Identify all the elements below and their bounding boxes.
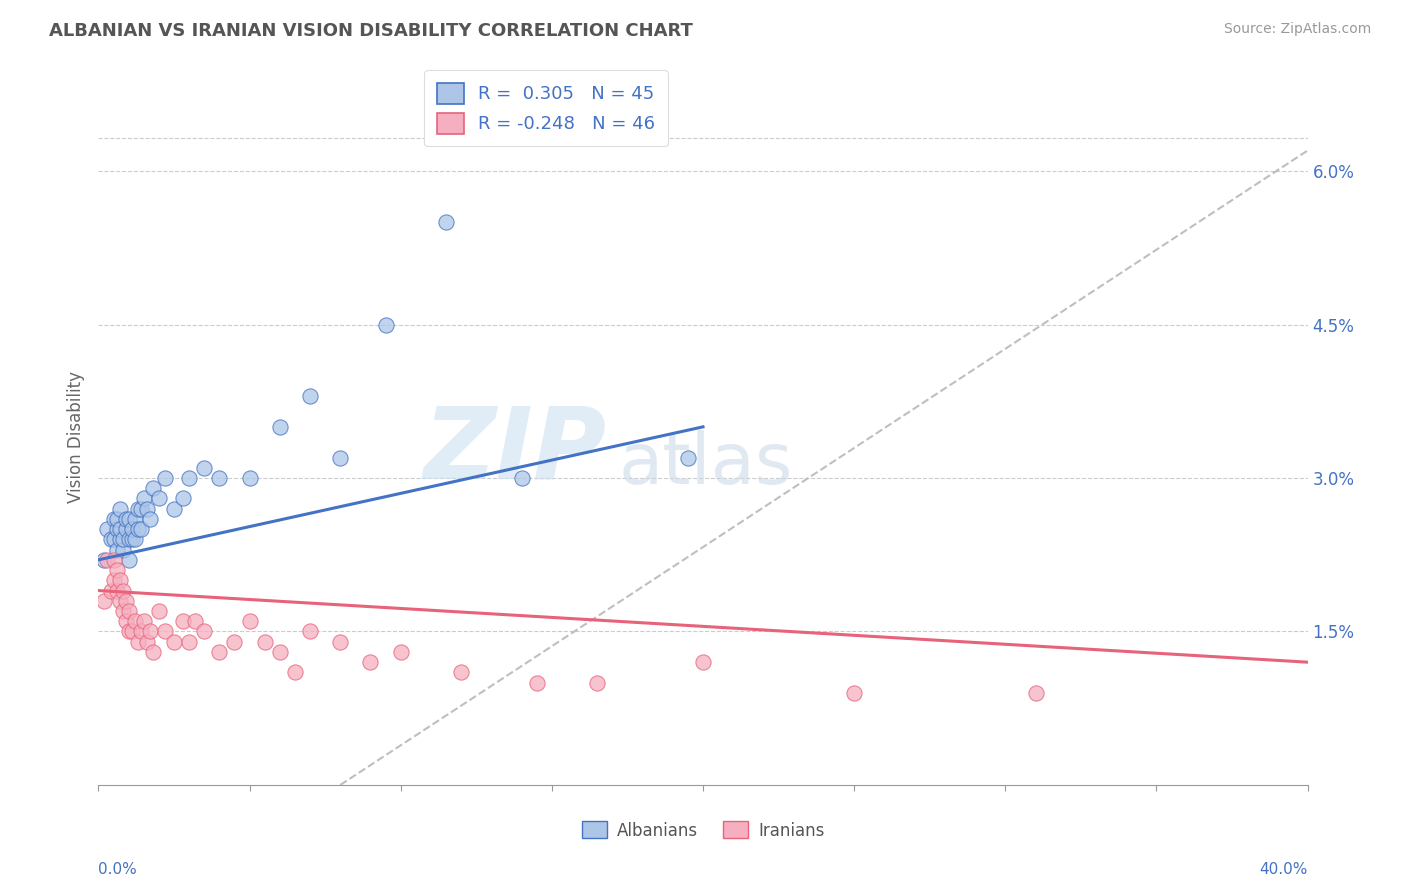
Legend: Albanians, Iranians: Albanians, Iranians [575,814,831,847]
Point [299,624,322,639]
Point [329,634,352,648]
Point [118,624,141,639]
Point [105,522,128,536]
Point [93,594,115,608]
Point [269,645,291,659]
Point [139,512,162,526]
Point [269,420,291,434]
Point [103,553,125,567]
Point [676,450,699,465]
Point [121,624,143,639]
Point [105,512,128,526]
Point [510,471,533,485]
Y-axis label: Vision Disability: Vision Disability [66,371,84,503]
Point [526,675,548,690]
Point [108,501,131,516]
Point [121,533,143,547]
Point [172,614,194,628]
Point [118,512,141,526]
Text: 0.0%: 0.0% [98,862,138,877]
Point [114,512,136,526]
Point [208,645,231,659]
Point [172,491,194,506]
Point [105,583,128,598]
Point [193,460,215,475]
Point [184,614,207,628]
Point [586,675,609,690]
Point [374,318,396,332]
Point [450,665,472,680]
Point [208,471,231,485]
Point [100,533,122,547]
Point [129,522,152,536]
Point [132,491,155,506]
Point [239,614,262,628]
Point [253,634,276,648]
Point [329,450,352,465]
Point [124,533,146,547]
Point [153,624,176,639]
Point [93,553,115,567]
Text: atlas: atlas [619,431,793,500]
Point [127,634,149,648]
Point [148,604,170,618]
Point [224,634,246,648]
Point [118,553,141,567]
Point [118,533,141,547]
Point [100,583,122,598]
Point [132,614,155,628]
Point [114,594,136,608]
Point [844,686,866,700]
Text: 40.0%: 40.0% [1260,862,1308,877]
Text: ALBANIAN VS IRANIAN VISION DISABILITY CORRELATION CHART: ALBANIAN VS IRANIAN VISION DISABILITY CO… [49,22,693,40]
Point [389,645,412,659]
Point [135,634,157,648]
Point [108,533,131,547]
Point [127,501,149,516]
Point [111,533,134,547]
Point [96,522,118,536]
Point [129,624,152,639]
Point [127,522,149,536]
Point [103,512,125,526]
Point [111,583,134,598]
Point [135,501,157,516]
Point [139,624,162,639]
Point [692,655,714,669]
Point [121,522,143,536]
Text: ZIP: ZIP [423,402,606,500]
Point [142,481,165,495]
Point [124,512,146,526]
Point [111,542,134,557]
Point [111,604,134,618]
Point [179,634,201,648]
Point [96,553,118,567]
Point [105,563,128,577]
Point [103,574,125,588]
Point [434,215,457,229]
Point [114,614,136,628]
Point [360,655,382,669]
Point [193,624,215,639]
Point [108,574,131,588]
Point [142,645,165,659]
Point [108,594,131,608]
Point [103,533,125,547]
Point [1024,686,1046,700]
Point [114,522,136,536]
Point [148,491,170,506]
Text: Source: ZipAtlas.com: Source: ZipAtlas.com [1223,22,1371,37]
Point [153,471,176,485]
Point [163,634,186,648]
Point [118,604,141,618]
Point [163,501,186,516]
Point [105,542,128,557]
Point [124,614,146,628]
Point [299,389,322,403]
Point [284,665,307,680]
Point [179,471,201,485]
Point [239,471,262,485]
Point [108,522,131,536]
Point [129,501,152,516]
